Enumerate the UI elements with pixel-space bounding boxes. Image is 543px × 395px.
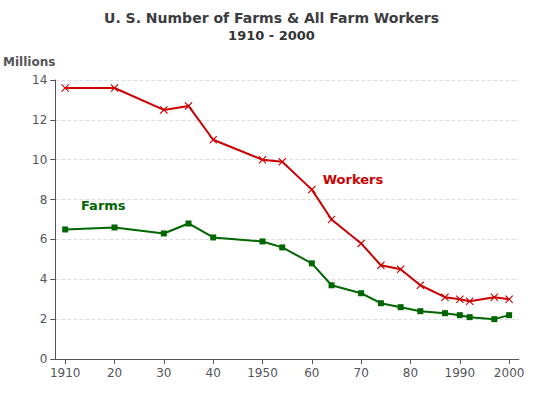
svg-text:20: 20 [107,366,122,380]
svg-text:2: 2 [40,312,48,326]
svg-text:10: 10 [32,153,47,167]
svg-text:70: 70 [354,366,369,380]
svg-text:1950: 1950 [247,366,278,380]
svg-text:0: 0 [40,352,48,366]
svg-text:40: 40 [206,366,221,380]
svg-text:14: 14 [32,73,47,87]
svg-text:1990: 1990 [445,366,476,380]
svg-text:2000: 2000 [494,366,525,380]
svg-text:Farms: Farms [81,198,126,213]
svg-text:8: 8 [40,193,48,207]
svg-text:Workers: Workers [323,172,384,187]
svg-text:12: 12 [32,113,47,127]
svg-text:30: 30 [156,366,171,380]
svg-text:4: 4 [40,272,48,286]
svg-text:60: 60 [304,366,319,380]
svg-text:6: 6 [40,232,48,246]
svg-text:1910 - 2000: 1910 - 2000 [228,28,315,43]
svg-text:Millions: Millions [3,55,55,69]
svg-text:1910: 1910 [50,366,81,380]
svg-text:U. S. Number of Farms & All Fa: U. S. Number of Farms & All Farm Workers [104,10,439,26]
svg-text:80: 80 [403,366,418,380]
